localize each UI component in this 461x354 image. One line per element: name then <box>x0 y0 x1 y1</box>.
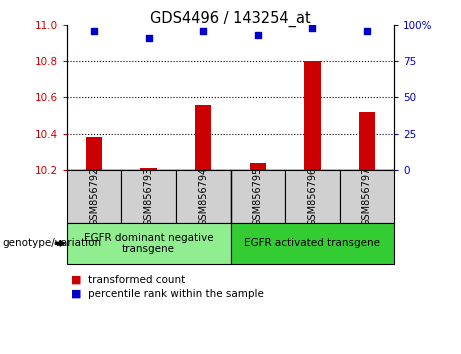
Bar <box>86 137 102 170</box>
Point <box>254 32 261 38</box>
Bar <box>67 223 230 264</box>
Text: GDS4496 / 143254_at: GDS4496 / 143254_at <box>150 11 311 27</box>
Bar <box>249 162 266 170</box>
Bar <box>195 104 212 170</box>
Bar <box>230 170 285 223</box>
Bar <box>176 170 230 223</box>
Bar <box>340 170 394 223</box>
Bar <box>141 168 157 170</box>
Point <box>90 28 98 33</box>
Text: GSM856793: GSM856793 <box>144 167 154 226</box>
Text: ■: ■ <box>71 289 82 299</box>
Text: genotype/variation: genotype/variation <box>2 238 101 249</box>
Text: ■: ■ <box>71 275 82 285</box>
Text: percentile rank within the sample: percentile rank within the sample <box>88 289 264 299</box>
Point <box>363 28 371 33</box>
Text: GSM856795: GSM856795 <box>253 167 263 226</box>
Bar <box>121 170 176 223</box>
Text: GSM856792: GSM856792 <box>89 167 99 226</box>
Bar <box>230 223 394 264</box>
Bar <box>304 61 320 170</box>
Text: GSM856796: GSM856796 <box>307 167 317 226</box>
Bar <box>359 112 375 170</box>
Text: GSM856794: GSM856794 <box>198 167 208 226</box>
Text: EGFR activated transgene: EGFR activated transgene <box>244 238 380 249</box>
Bar <box>67 170 121 223</box>
Text: transformed count: transformed count <box>88 275 185 285</box>
Text: EGFR dominant negative
transgene: EGFR dominant negative transgene <box>84 233 213 254</box>
Text: GSM856797: GSM856797 <box>362 167 372 226</box>
Point <box>200 28 207 33</box>
Point <box>145 35 152 41</box>
Bar <box>285 170 340 223</box>
Point <box>309 25 316 30</box>
